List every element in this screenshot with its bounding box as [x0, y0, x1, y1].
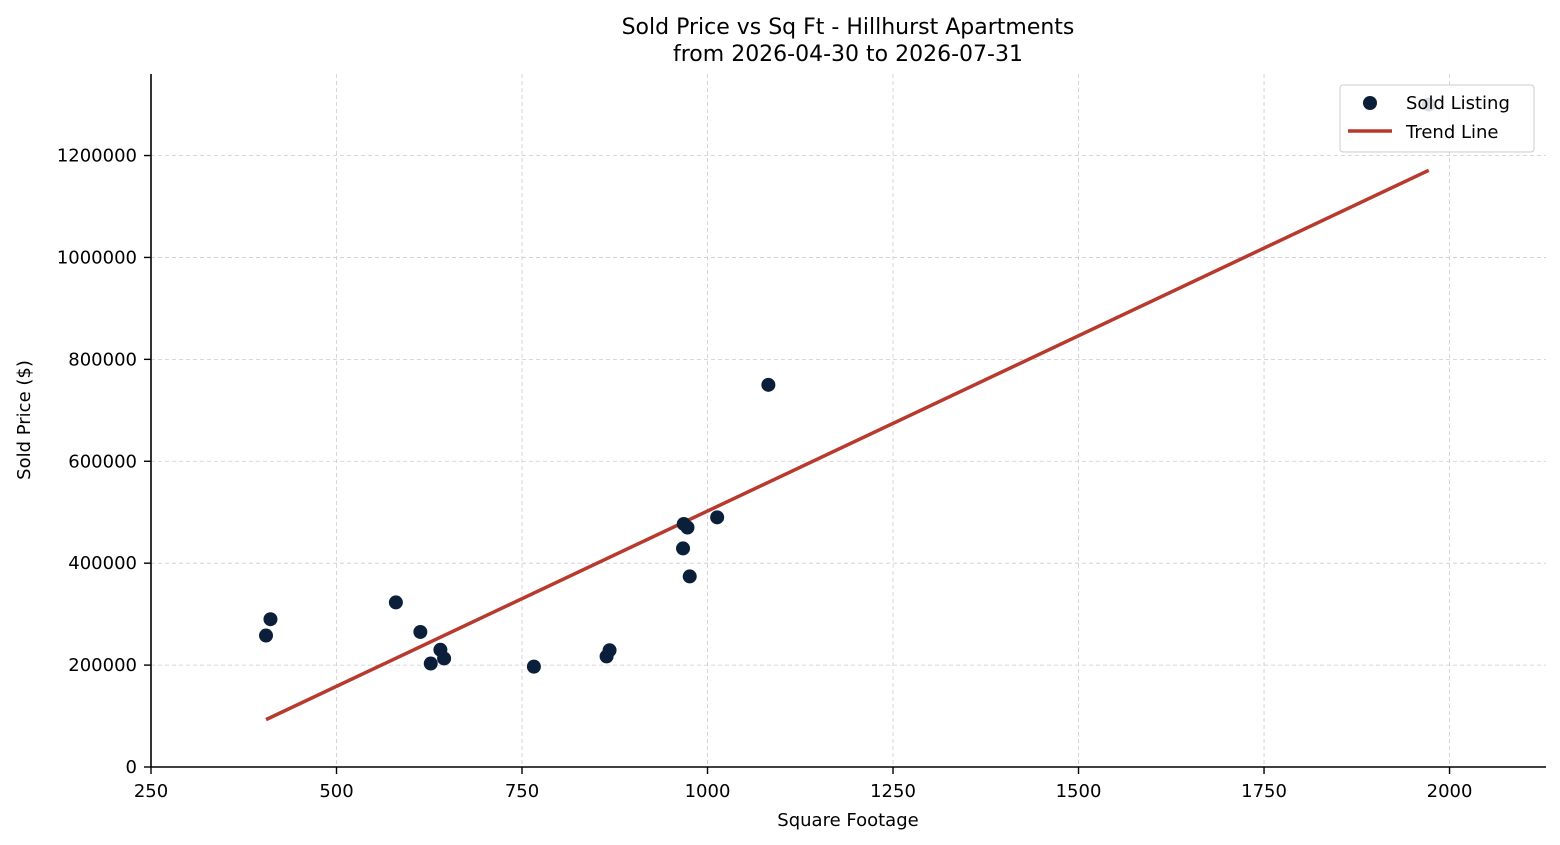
trend-line — [265, 168, 1430, 722]
scatter-point-sold-listing — [602, 643, 617, 658]
legend-frame — [1339, 84, 1535, 153]
scatter-point-sold-listing — [761, 377, 776, 392]
plot-area — [259, 97, 1436, 722]
x-tick-label: 750 — [505, 781, 539, 802]
x-axis-label: Square Footage — [777, 810, 918, 831]
scatter-point-sold-listing — [682, 569, 697, 584]
ticks: 250 500 750 1000 1250 1500 1750 2000 0 200000 4000… — [57, 146, 1473, 802]
legend: Sold Listing Trend Line — [1339, 84, 1535, 153]
scatter-point-sold-listing — [676, 541, 691, 556]
scatter-point-sold-listing — [680, 520, 695, 535]
scatter-point-sold-listing — [423, 656, 438, 671]
legend-marker-sold-listing — [1363, 96, 1377, 110]
y-tick-label: 400000 — [68, 553, 137, 574]
x-tick-label: 1000 — [685, 781, 731, 802]
x-tick-label: 1750 — [1241, 781, 1287, 802]
grid — [151, 74, 1546, 767]
scatter-point-sold-listing — [413, 624, 428, 639]
chart-title-line1: Sold Price vs Sq Ft - Hillhurst Apartmen… — [622, 15, 1075, 40]
scatter-point-sold-listing — [526, 659, 541, 674]
x-tick-label: 1250 — [870, 781, 916, 802]
y-tick-label: 200000 — [68, 655, 137, 676]
legend-label-trend-line: Trend Line — [1405, 122, 1499, 143]
scatter-point-sold-listing — [437, 651, 452, 666]
scatter-point-sold-listing — [388, 595, 403, 610]
scatter-point-sold-listing — [263, 612, 278, 627]
x-tick-label: 250 — [134, 781, 168, 802]
y-tick-label: 800000 — [68, 349, 137, 370]
scatter-point-sold-listing — [259, 628, 274, 643]
legend-label-sold-listing: Sold Listing — [1406, 93, 1510, 114]
x-tick-label: 500 — [319, 781, 353, 802]
y-tick-label: 0 — [126, 757, 137, 778]
y-axis-label: Sold Price ($) — [14, 360, 35, 480]
chart-title-line2: from 2026-04-30 to 2026-07-31 — [673, 42, 1023, 67]
x-tick-label: 2000 — [1427, 781, 1473, 802]
y-tick-label: 1200000 — [57, 146, 137, 167]
x-tick-label: 1500 — [1056, 781, 1102, 802]
axes — [150, 74, 1546, 768]
y-tick-label: 600000 — [68, 451, 137, 472]
scatter-point-sold-listing — [710, 510, 725, 525]
y-tick-label: 1000000 — [57, 247, 137, 268]
